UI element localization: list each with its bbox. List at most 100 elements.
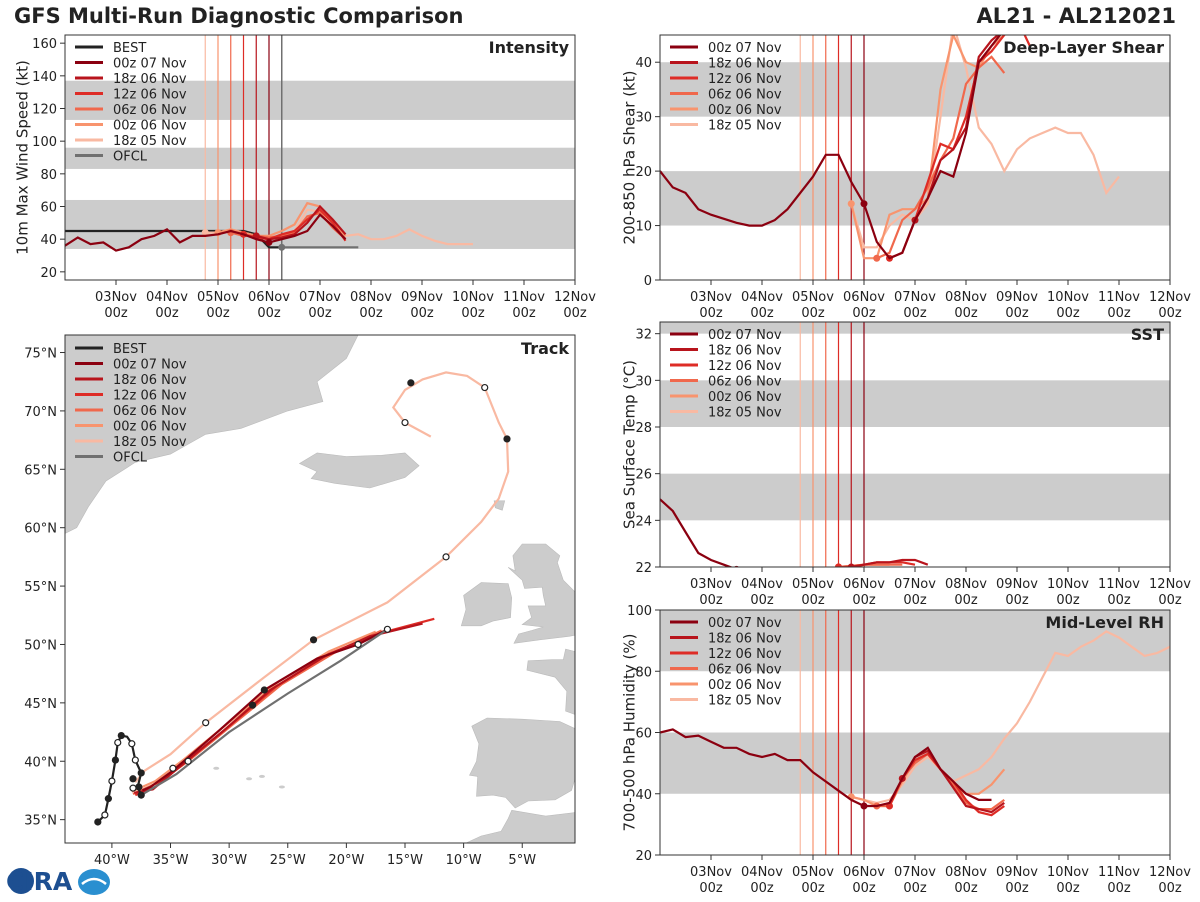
shear-band-1 — [660, 62, 1170, 117]
rh-xtick-label-date: 12Nov — [1149, 865, 1191, 880]
shear-xtick-label-hour: 00z — [699, 306, 723, 321]
rh-series-r00z07 — [660, 728, 992, 808]
intensity-xtick-label-date: 06Nov — [248, 290, 290, 305]
rh-xtick-label-date: 07Nov — [894, 865, 936, 880]
track-frame — [64, 334, 576, 844]
intensity-xtick-label-date: 10Nov — [452, 290, 494, 305]
track-best-point-open — [131, 756, 139, 764]
shear-xtick-label-date: 09Nov — [996, 290, 1038, 305]
track-run-point — [137, 769, 145, 777]
shear-legend-label: 00z 06 Nov — [708, 103, 782, 118]
intensity-legend-label: 18z 06 Nov — [113, 72, 187, 87]
intensity-xtick-label-date: 11Nov — [503, 290, 545, 305]
sst-xtick-label-date: 03Nov — [690, 577, 732, 592]
track-best-point — [111, 756, 120, 764]
shear-xtick-label-hour: 00z — [903, 306, 927, 321]
cira-logo: CIRA — [4, 864, 114, 902]
sst-legend-label: 00z 07 Nov — [708, 328, 782, 343]
sst-legend-label: 00z 06 Nov — [708, 390, 782, 405]
sst-init-point-r12z06 — [835, 563, 842, 567]
shear-legend-label: 18z 05 Nov — [708, 119, 782, 134]
intensity-legend-label: 00z 06 Nov — [113, 119, 187, 134]
land-azores-3 — [213, 766, 220, 770]
intensity-xtick-label-date: 09Nov — [401, 290, 443, 305]
sst-legend-label: 18z 06 Nov — [708, 344, 782, 359]
rh-xtick-label-date: 05Nov — [792, 865, 834, 880]
track-series-r12z06 — [134, 617, 435, 797]
shear-ytick-label: 30 — [635, 111, 652, 126]
intensity-legend-label: 00z 07 Nov — [113, 57, 187, 72]
sst-xtick-label-hour: 00z — [954, 593, 978, 608]
sst-xtick-label-date: 12Nov — [1149, 577, 1191, 592]
intensity-xtick-label-hour: 00z — [461, 306, 485, 321]
intensity-ytick-label: 120 — [32, 103, 57, 118]
land-france — [526, 631, 575, 715]
land-ireland — [460, 582, 513, 627]
rh-xtick-label-hour: 00z — [750, 881, 774, 896]
rh-xtick-label-date: 08Nov — [945, 865, 987, 880]
shear-xtick-label-hour: 00z — [852, 306, 876, 321]
intensity-xtick-label-hour: 00z — [308, 306, 332, 321]
intensity-xtick-label-hour: 00z — [104, 306, 128, 321]
rh-xtick-label-date: 06Nov — [843, 865, 885, 880]
shear-xtick-label-hour: 00z — [1107, 306, 1131, 321]
shear-band-0 — [660, 171, 1170, 226]
intensity-ytick-label: 40 — [40, 233, 57, 248]
intensity-legend-label: OFCL — [113, 150, 148, 165]
intensity-xtick-label-hour: 00z — [257, 306, 281, 321]
intensity-legend-label: 06z 06 Nov — [113, 103, 187, 118]
track-ytick-label: 40°N — [24, 755, 57, 770]
intensity-ytick-label: 160 — [32, 37, 57, 52]
track-best-point-open — [108, 777, 116, 785]
track-run-point — [407, 379, 415, 387]
track-legend-label: 06z 06 Nov — [113, 404, 187, 419]
figure-title: GFS Multi-Run Diagnostic Comparison — [14, 4, 464, 28]
intensity-xtick-label-date: 07Nov — [299, 290, 341, 305]
rh-xtick-label-date: 04Nov — [741, 865, 783, 880]
track-title: Track — [521, 339, 569, 358]
sst-ytick-label: 24 — [635, 514, 652, 529]
shear-ylabel: 200-850 hPa Shear (kt) — [620, 71, 638, 245]
rh-ytick-label: 20 — [635, 849, 652, 864]
rh-xtick-label-hour: 00z — [1107, 881, 1131, 896]
intensity-xtick-label-date: 08Nov — [350, 290, 392, 305]
track-best-point-open — [101, 811, 109, 819]
sst-legend-label: 12z 06 Nov — [708, 359, 782, 374]
intensity-ytick-label: 20 — [40, 266, 57, 281]
track-ofcl-line — [140, 628, 389, 797]
intensity-ylabel: 10m Max Wind Speed (kt) — [13, 60, 31, 255]
sst-ytick-label: 22 — [635, 561, 652, 576]
track-xtick-label: 25°W — [270, 853, 306, 868]
track-xtick-label: 15°W — [387, 853, 423, 868]
rh-ylabel: 700-500 hPa Humidity (%) — [620, 633, 638, 831]
track-run-point-open — [129, 784, 137, 792]
sst-series-r18z06 — [851, 558, 929, 567]
intensity-xtick-label-hour: 00z — [155, 306, 179, 321]
intensity-legend-label: 12z 06 Nov — [113, 88, 187, 103]
intensity-ytick-label: 100 — [32, 135, 57, 150]
rh-xtick-label-hour: 00z — [903, 881, 927, 896]
land-morocco — [465, 809, 575, 843]
sst-xtick-label-hour: 00z — [699, 593, 723, 608]
sst-title: SST — [1131, 325, 1164, 344]
logo-text: CIRA — [6, 867, 73, 896]
track-ytick-label: 70°N — [24, 405, 57, 420]
track-xtick-label: 40°W — [94, 853, 130, 868]
rh-legend-label: 18z 06 Nov — [708, 632, 782, 647]
sst-xtick-label-date: 10Nov — [1047, 577, 1089, 592]
intensity-ytick-label: 60 — [40, 201, 57, 216]
track-run-point-open — [481, 383, 489, 392]
shear-xtick-label-date: 10Nov — [1047, 290, 1089, 305]
track-best-point — [94, 818, 102, 826]
shear-xtick-label-date: 03Nov — [690, 290, 732, 305]
sst-xtick-label-hour: 00z — [852, 593, 876, 608]
rh-ytick-label: 80 — [635, 665, 652, 680]
rh-legend-label: 12z 06 Nov — [708, 647, 782, 662]
intensity-init-point-r18z05 — [201, 229, 209, 237]
sst-xtick-label-hour: 00z — [1158, 593, 1182, 608]
sst-band-0 — [660, 473, 1170, 521]
intensity-init-point-r00z07 — [265, 238, 273, 246]
sst-xtick-label-date: 06Nov — [843, 577, 885, 592]
sst-ytick-label: 30 — [635, 374, 652, 389]
